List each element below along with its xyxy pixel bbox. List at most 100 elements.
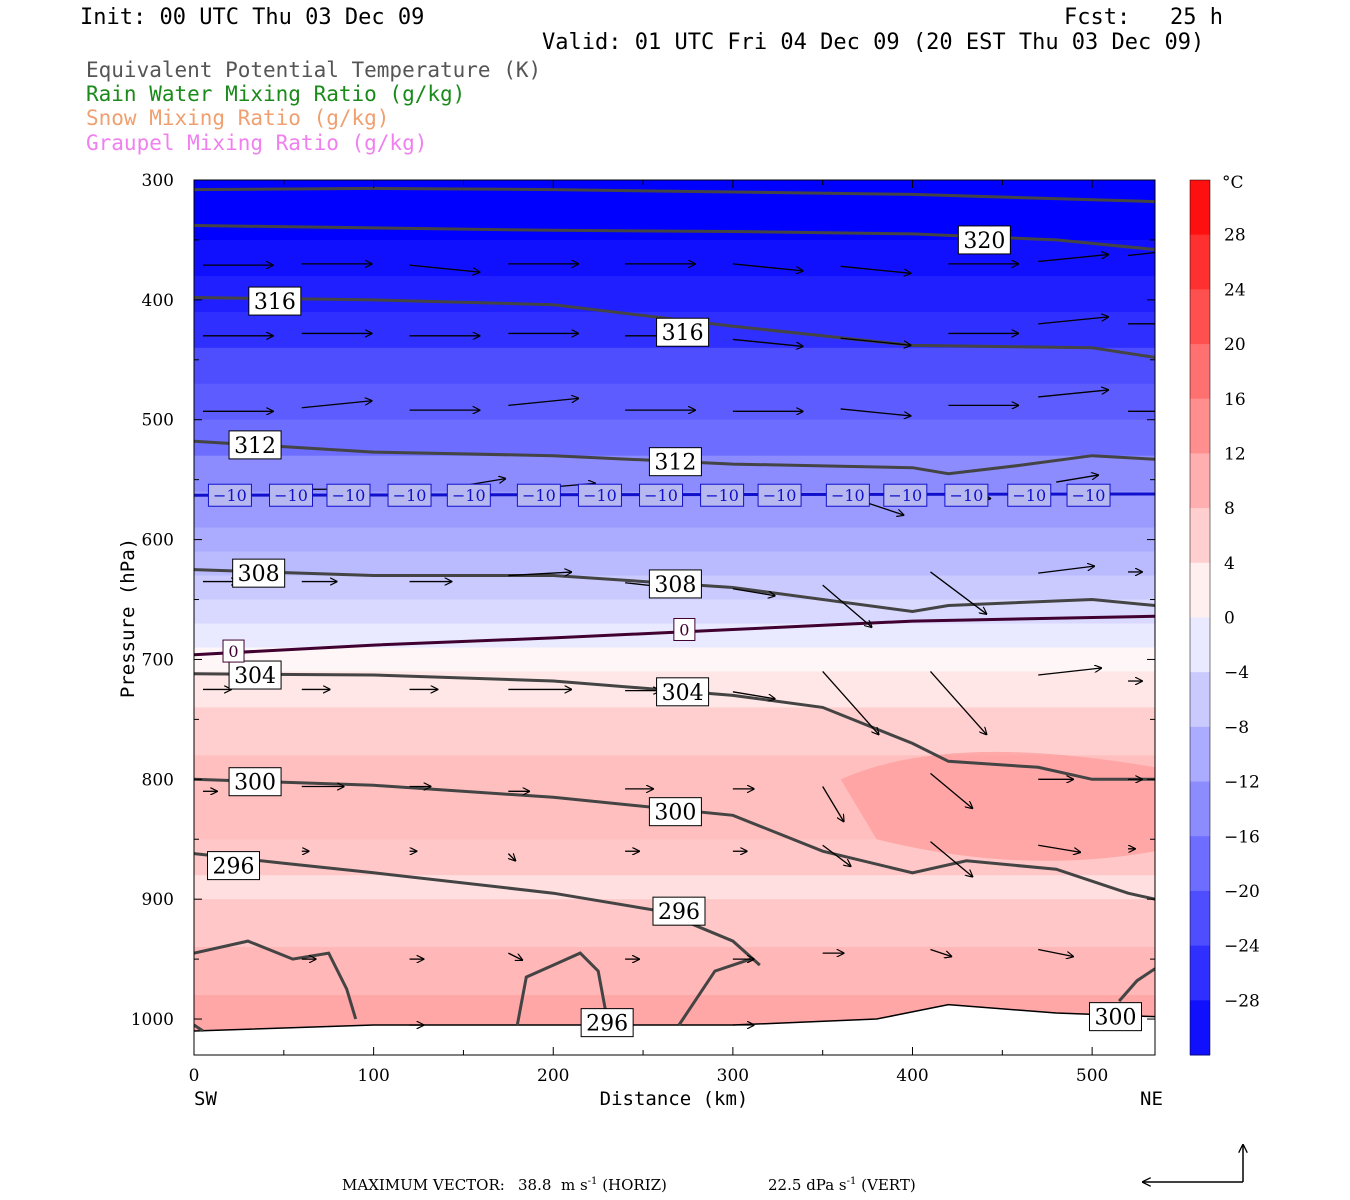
wind-vector <box>508 854 515 861</box>
theta-e-label-text: 304 <box>234 664 276 689</box>
theta-e-label-box <box>652 896 706 926</box>
wind-vector <box>822 584 872 627</box>
temp-band-21 <box>194 947 1155 996</box>
theta-e-contour-4 <box>194 439 1155 476</box>
x-tick-label: 400 <box>896 1066 928 1086</box>
temp-band-19 <box>194 875 1155 900</box>
x-tick-label: 200 <box>537 1066 569 1086</box>
theta-e-label-4: 312 <box>228 430 282 460</box>
colorbar-label: −16 <box>1224 827 1260 847</box>
theta-e-label-8: 304 <box>228 660 282 690</box>
theta-e-label-box <box>648 797 702 827</box>
plot-frame <box>193 179 1156 1056</box>
colorbar-label: 0 <box>1224 609 1235 629</box>
theta-e-label-box <box>248 286 302 316</box>
isotherm-label-text: 0 <box>228 642 238 661</box>
colorbar-segment <box>1190 234 1210 290</box>
colorbar-label: −4 <box>1224 663 1249 683</box>
theta-e-label-text: 296 <box>213 855 255 880</box>
temp-band-16 <box>194 707 1155 756</box>
theta-e-label-box <box>228 660 282 690</box>
theta-e-contour-2 <box>194 296 1155 359</box>
wind-vector <box>930 948 951 957</box>
isotherm-label-text: −10 <box>213 486 247 505</box>
x-tick-label: 500 <box>1076 1066 1108 1086</box>
x-end-label-left: SW <box>194 1088 217 1110</box>
isotherm-label-box <box>944 483 989 507</box>
terrain-line <box>194 1003 1155 1032</box>
isotherm-label-text: −10 <box>705 486 739 505</box>
colorbar-segment <box>1190 344 1210 400</box>
theta-e-label-box <box>656 317 710 347</box>
theta-e-label-box <box>207 851 261 881</box>
x-end-label-right: NE <box>1140 1088 1163 1110</box>
legend-snow: Snow Mixing Ratio (g/kg) <box>86 106 390 130</box>
wind-vector <box>732 263 803 271</box>
isotherm-label-text: −10 <box>1072 486 1106 505</box>
isotherm-label-box <box>673 617 696 641</box>
theta-e-label-text: 316 <box>254 290 296 315</box>
theta-e-label-text: 308 <box>654 573 696 598</box>
isotherm-label-text: −10 <box>763 486 797 505</box>
colorbar-segment <box>1190 781 1210 837</box>
theta-e-contour-1 <box>194 224 1155 251</box>
isotherm-label--10-1: −10 <box>268 483 313 507</box>
isotherm-label-box <box>757 483 802 507</box>
isotherm-label-text: 0 <box>679 620 689 639</box>
wind-vector <box>508 398 578 406</box>
wind-vector <box>840 337 911 345</box>
wind-vector <box>1038 668 1101 676</box>
colorbar-frame <box>1189 179 1211 1056</box>
isotherm-label-box <box>639 483 684 507</box>
theta-e-label-box <box>1088 1002 1142 1032</box>
isotherm-label-box <box>700 483 745 507</box>
wind-vector <box>732 691 775 699</box>
temp-band-9 <box>194 527 1155 553</box>
isotherm-label--10-11: −10 <box>883 483 928 507</box>
theta-e-label-0: 320 <box>957 225 1011 255</box>
wind-vector <box>840 408 911 416</box>
theta-e-contour-12 <box>194 852 761 967</box>
theta-e-label-text: 304 <box>662 681 704 706</box>
legend-rain-water: Rain Water Mixing Ratio (g/kg) <box>86 82 466 106</box>
colorbar-segment <box>1190 672 1210 728</box>
theta-e-lowlevel-2 <box>677 957 752 1026</box>
terrain <box>194 1004 1155 1055</box>
x-tick-label: 0 <box>189 1066 200 1086</box>
isotherm-label-box <box>1007 483 1052 507</box>
wind-vector <box>929 671 986 734</box>
theta-e-label-box <box>232 558 286 588</box>
isotherm-label-box <box>1066 483 1111 507</box>
theta-e-label-text: 300 <box>234 771 276 796</box>
theta-e-label-box <box>228 430 282 460</box>
theta-e-contour-10 <box>194 777 1155 901</box>
theta-e-label-text: 296 <box>658 900 700 925</box>
wind-vector <box>840 265 911 273</box>
theta-e-label-text: 312 <box>654 451 696 476</box>
isotherm-label-box <box>446 483 491 507</box>
wind-vector <box>1056 475 1098 483</box>
wind-vector <box>732 338 803 346</box>
y-tick-label: 700 <box>142 650 174 670</box>
isotherm-label-0-1: 0 <box>673 617 696 641</box>
theta-e-label-12: 296 <box>207 851 261 881</box>
isotherm-label--10-4: −10 <box>446 483 491 507</box>
isotherm-label-text: −10 <box>950 486 984 505</box>
legend-graupel: Graupel Mixing Ratio (g/kg) <box>86 131 428 155</box>
isotherm-label--10-5: −10 <box>516 483 561 507</box>
wind-vector <box>409 264 480 272</box>
colorbar-label: 4 <box>1224 554 1235 574</box>
isotherm-0 <box>194 614 1155 657</box>
colorbar-label: 12 <box>1224 444 1246 464</box>
wind-vector <box>1038 948 1073 957</box>
wind-vector <box>1127 251 1155 257</box>
isotherm-label-text: −10 <box>393 486 427 505</box>
isotherm-label-box <box>222 639 245 663</box>
y-tick-label: 1000 <box>131 1010 174 1030</box>
isotherm-label-text: −10 <box>274 486 308 505</box>
colorbar-segment <box>1190 945 1210 1001</box>
isotherm-label--10-0: −10 <box>207 483 252 507</box>
isotherm-label--10-7: −10 <box>639 483 684 507</box>
colorbar-label: −20 <box>1224 882 1260 902</box>
colorbar-label: 20 <box>1224 335 1246 355</box>
